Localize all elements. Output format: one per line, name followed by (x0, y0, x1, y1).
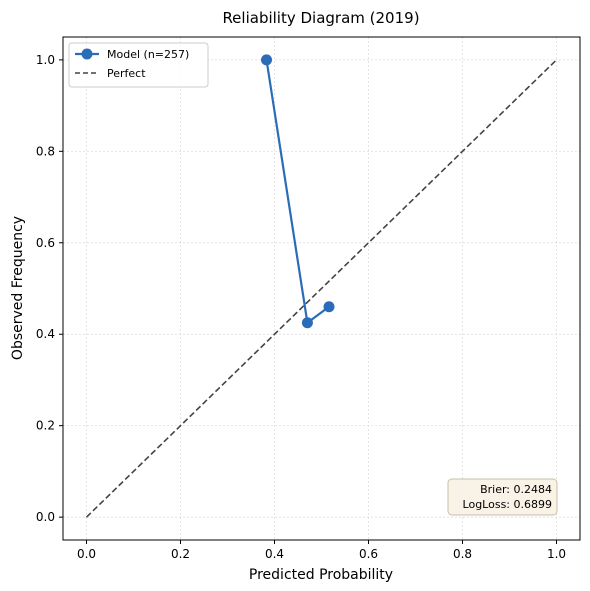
x-tick-label: 0.4 (265, 547, 284, 561)
x-axis-label: Predicted Probability (249, 567, 393, 583)
model-data-point (323, 301, 335, 313)
x-tick-label: 0.6 (359, 547, 378, 561)
x-tick-label: 0.2 (171, 547, 190, 561)
y-axis-label: Observed Frequency (10, 216, 26, 360)
y-tick-label: 0.6 (36, 236, 55, 250)
x-tick-label: 0.0 (77, 547, 96, 561)
x-axis-ticks: 0.0 0.2 0.4 0.6 0.8 1.0 (77, 540, 566, 561)
series-layer (85, 54, 558, 518)
perfect-calibration-line (85, 59, 558, 518)
model-series-line (265, 59, 330, 325)
plot-frame (62, 36, 581, 541)
legend: Model (n=257) Perfect (68, 42, 209, 88)
metrics-annotation: Brier: 0.2484 LogLoss: 0.6899 (447, 478, 558, 516)
y-axis-ticks: 0.0 0.2 0.4 0.6 0.8 1.0 (36, 53, 63, 524)
legend-perfect-label: Perfect (107, 67, 146, 80)
y-tick-label: 0.0 (36, 510, 55, 524)
model-data-point (301, 317, 313, 329)
legend-model-marker (81, 48, 93, 60)
legend-model-label: Model (n=257) (107, 48, 189, 61)
y-tick-label: 0.2 (36, 419, 55, 433)
legend-box (68, 42, 209, 88)
model-data-point (261, 54, 273, 66)
y-tick-label: 0.8 (36, 144, 55, 158)
x-tick-label: 1.0 (547, 547, 566, 561)
annotation-line: Brier: 0.2484 (480, 483, 552, 496)
y-tick-label: 1.0 (36, 53, 55, 67)
annotation-box (447, 478, 558, 516)
x-tick-label: 0.8 (453, 547, 472, 561)
y-tick-label: 0.4 (36, 327, 55, 341)
chart-title: Reliability Diagram (2019) (222, 9, 419, 27)
annotation-line: LogLoss: 0.6899 (463, 498, 552, 511)
